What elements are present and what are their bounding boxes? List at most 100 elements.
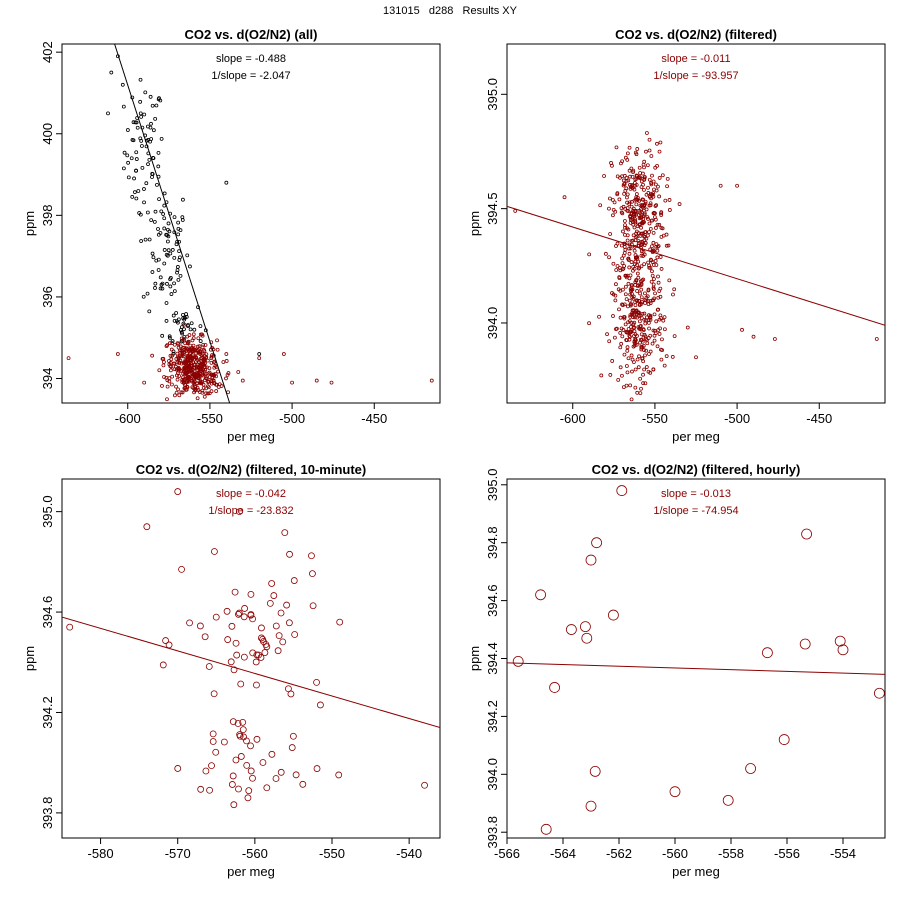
data-point-10-minute [241,605,249,612]
data-point-filtered [644,149,648,154]
data-point-all [144,181,149,186]
plot-title-2: CO2 vs. d(O2/N2) (filtered) [615,27,777,42]
data-point-filtered [209,389,214,394]
data-point-filtered [641,162,646,167]
data-point-all [167,334,172,339]
data-point-filtered [197,344,202,349]
data-point-all [125,128,130,132]
data-point-10-minute [210,690,218,698]
data-point-all [157,96,161,100]
data-point-filtered [191,336,196,341]
plot-frame-1 [61,43,441,404]
data-point-filtered [639,316,644,320]
slope-annotation: slope = -0.042 [216,488,286,500]
data-point-filtered [205,365,209,370]
data-point-filtered [610,291,614,295]
data-point-filtered [639,231,643,236]
data-point-filtered [183,371,188,376]
data-point-filtered [236,370,241,374]
data-point-filtered [633,385,638,390]
data-point-filtered [608,196,612,201]
data-point-hourly [669,786,681,798]
data-point-filtered [632,339,637,344]
data-point-filtered [638,176,642,181]
y-tick-label: 395.0 [485,78,500,111]
data-point-filtered [195,368,199,373]
data-point-filtered [185,334,190,339]
data-point-filtered [625,195,629,200]
data-point-10-minute [258,634,265,642]
data-point-filtered [172,367,177,372]
data-point-filtered [635,263,639,267]
data-point-filtered [186,354,191,359]
data-point-filtered [653,165,658,170]
data-point-all [178,273,183,278]
data-point-10-minute [220,738,228,746]
data-point-filtered [616,377,621,382]
data-point-filtered [647,326,651,331]
data-point-filtered [618,365,623,370]
data-point-filtered [160,383,164,388]
data-point-filtered [638,376,643,381]
data-point-all [170,248,175,252]
data-point-filtered [641,216,646,221]
data-point-filtered [607,255,611,260]
data-point-filtered [165,343,170,348]
data-point-filtered [181,354,186,359]
data-point-filtered [655,344,660,349]
data-point-filtered [648,313,653,318]
data-point-filtered [645,341,650,346]
data-point-filtered [597,314,601,319]
data-point-filtered [172,361,177,366]
data-point-filtered [620,334,625,339]
data-point-filtered [649,218,654,223]
data-point-filtered [649,196,653,201]
x-tick-label: -566 [494,846,520,861]
data-point-10-minute [236,508,243,516]
data-point-hourly [589,766,601,777]
data-point-filtered [657,194,662,199]
data-point-filtered [189,359,193,364]
data-point-filtered [203,367,207,372]
data-point-all [166,248,171,253]
data-point-filtered [169,364,174,369]
data-point-filtered [198,379,203,383]
data-point-filtered [642,252,647,257]
data-point-10-minute [209,730,217,738]
data-point-filtered [667,208,672,212]
data-point-filtered [655,248,660,253]
data-point-filtered [621,178,626,183]
data-point-filtered [662,363,667,368]
data-point-filtered [115,352,120,356]
data-point-filtered [224,352,229,356]
data-point-filtered [651,248,656,253]
data-point-all [172,281,176,286]
plot-frame-2 [506,43,886,404]
data-point-filtered [623,225,627,230]
data-point-10-minute [237,680,245,688]
data-point-all [139,239,144,243]
data-point-filtered [647,221,652,226]
data-point-filtered [629,397,634,402]
data-point-filtered [625,157,630,162]
data-point-10-minute [235,609,243,617]
data-point-filtered [188,354,193,359]
data-point-filtered [642,203,647,208]
data-point-filtered [650,173,654,178]
data-point-all [160,333,165,338]
data-point-filtered [635,271,640,276]
data-point-filtered [644,236,649,241]
data-point-hourly [535,589,546,601]
data-point-all [167,229,172,234]
data-point-filtered [625,345,630,350]
data-point-filtered [203,343,208,347]
data-point-filtered [625,370,630,375]
data-point-filtered [622,316,627,321]
data-point-filtered [648,315,653,319]
data-point-filtered [174,357,179,361]
x-tick-label: -560 [242,846,268,861]
y-tick-label: 395.0 [40,495,55,528]
data-point-all [138,111,143,116]
data-point-10-minute [240,613,248,621]
data-point-filtered [160,357,165,361]
